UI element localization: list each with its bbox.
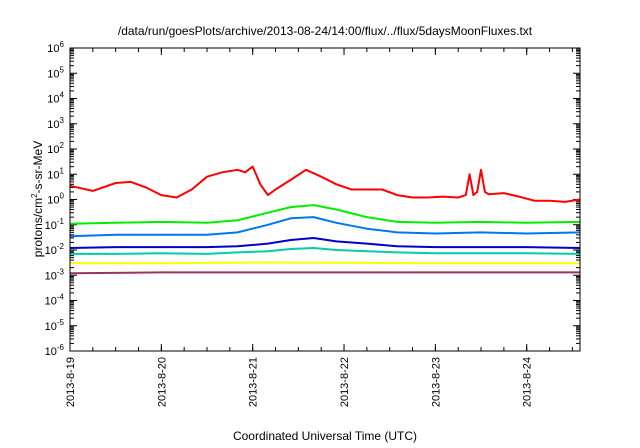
y-tick-label: 10-4 xyxy=(45,293,65,308)
x-axis: 2013-8-19 2013-8-20 2013-8-21 2013-8-22 2013… xyxy=(65,48,573,407)
y-tick-label-base: 10 xyxy=(45,245,57,257)
y-tick-label: 10-6 xyxy=(45,343,65,358)
y-axis-label-suffix: -s-sr-MeV xyxy=(31,141,45,194)
y-tick-label: 105 xyxy=(47,65,64,80)
y-tick-label-exp: -3 xyxy=(57,267,65,276)
y-tick-label-base: 10 xyxy=(47,94,59,106)
x-tick-label: 2013-8-21 xyxy=(248,357,260,407)
y-tick-label-exp: -4 xyxy=(57,293,65,302)
y-tick-label-exp: 6 xyxy=(60,40,65,49)
series-line-6 xyxy=(70,261,580,265)
series-line-5 xyxy=(70,247,581,255)
y-tick-label-base: 10 xyxy=(47,43,59,55)
y-tick-label-base: 10 xyxy=(47,144,59,156)
y-tick-label-exp: -2 xyxy=(57,242,65,251)
y-tick-label-exp: -6 xyxy=(57,343,65,352)
y-tick-label-base: 10 xyxy=(47,169,59,181)
y-tick-label: 10-2 xyxy=(45,242,65,257)
series-line-7 xyxy=(69,271,580,275)
series-layer xyxy=(69,165,581,275)
y-tick-label: 106 xyxy=(47,40,64,55)
y-tick-label-exp: 1 xyxy=(60,166,65,175)
y-tick-label: 10-5 xyxy=(45,318,65,333)
y-tick-label-exp: -5 xyxy=(57,318,65,327)
y-tick-label-base: 10 xyxy=(45,296,57,308)
y-tick-label-base: 10 xyxy=(47,68,59,80)
series-line-4 xyxy=(69,237,581,249)
y-tick-label: 10-1 xyxy=(45,217,65,232)
x-tick-label: 2013-8-20 xyxy=(156,357,168,407)
y-tick-label-exp: 4 xyxy=(60,91,65,100)
y-tick-label-exp: 5 xyxy=(60,65,65,74)
y-tick-label-base: 10 xyxy=(45,321,57,333)
plot-frame xyxy=(69,47,581,352)
x-tick-label: 2013-8-24 xyxy=(522,357,534,407)
x-tick-label: 2013-8-22 xyxy=(339,357,351,407)
y-tick-label-base: 10 xyxy=(47,195,59,207)
chart-title: /data/run/goesPlots/archive/2013-08-24/1… xyxy=(118,24,533,38)
y-tick-label: 100 xyxy=(47,192,64,207)
x-tick-label: 2013-8-23 xyxy=(430,357,442,407)
series-line-2 xyxy=(69,204,581,225)
y-tick-label-exp: -1 xyxy=(57,217,65,226)
svg-text:protons/cm2-s-sr-MeV: protons/cm2-s-sr-MeV xyxy=(30,141,45,257)
y-tick-label: 10-3 xyxy=(45,267,65,282)
y-axis-label: protons/cm2-s-sr-MeV xyxy=(30,141,45,257)
y-tick-label-exp: 0 xyxy=(60,192,65,201)
y-axis: 10-610-510-410-310-210-11001011021031041… xyxy=(45,40,580,358)
y-axis-label-prefix: protons/cm xyxy=(31,198,45,257)
y-tick-label: 102 xyxy=(47,141,64,156)
y-tick-label-base: 10 xyxy=(47,119,59,131)
y-tick-label-base: 10 xyxy=(45,220,57,232)
y-tick-label: 104 xyxy=(47,91,64,106)
y-tick-label-base: 10 xyxy=(45,346,57,358)
y-tick-label-exp: 3 xyxy=(60,116,65,125)
x-tick-label: 2013-8-19 xyxy=(65,357,77,407)
y-tick-label-base: 10 xyxy=(45,270,57,282)
y-tick-label-exp: 2 xyxy=(60,141,65,150)
series-line-1 xyxy=(69,165,581,203)
y-tick-label: 101 xyxy=(47,166,64,181)
x-axis-label: Coordinated Universal Time (UTC) xyxy=(233,429,417,443)
y-tick-label: 103 xyxy=(47,116,64,131)
series-line-3 xyxy=(69,216,581,238)
y-axis-label-superscript: 2 xyxy=(30,193,39,198)
